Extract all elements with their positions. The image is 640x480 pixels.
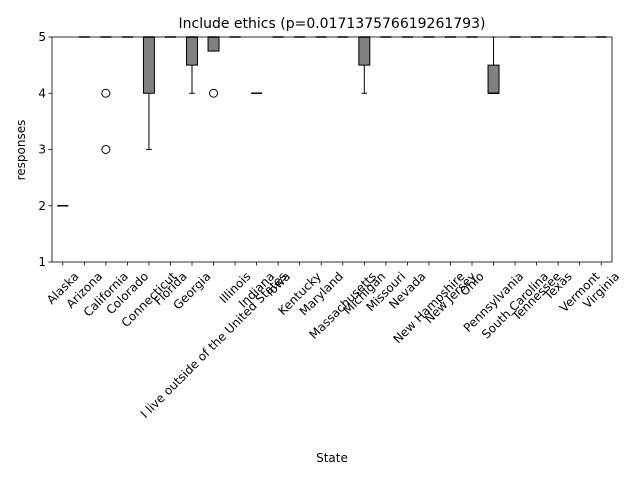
y-tick-label: 2	[38, 199, 46, 213]
outlier	[101, 88, 111, 98]
outlier	[101, 145, 111, 154]
y-tick-label: 3	[38, 143, 46, 157]
y-axis-label: responses	[14, 120, 28, 181]
plot-frame	[51, 36, 613, 263]
chart-title: Include ethics (p=0.017137576619261793)	[179, 16, 486, 32]
x-axis-label: State	[316, 451, 348, 465]
y-tick-label: 1	[38, 255, 46, 269]
box	[487, 64, 500, 94]
box	[142, 36, 155, 94]
box	[186, 36, 198, 66]
box	[207, 36, 220, 52]
outlier	[209, 88, 219, 98]
y-tick-label: 4	[38, 86, 46, 100]
box	[358, 36, 371, 66]
y-tick-label: 5	[38, 30, 46, 44]
